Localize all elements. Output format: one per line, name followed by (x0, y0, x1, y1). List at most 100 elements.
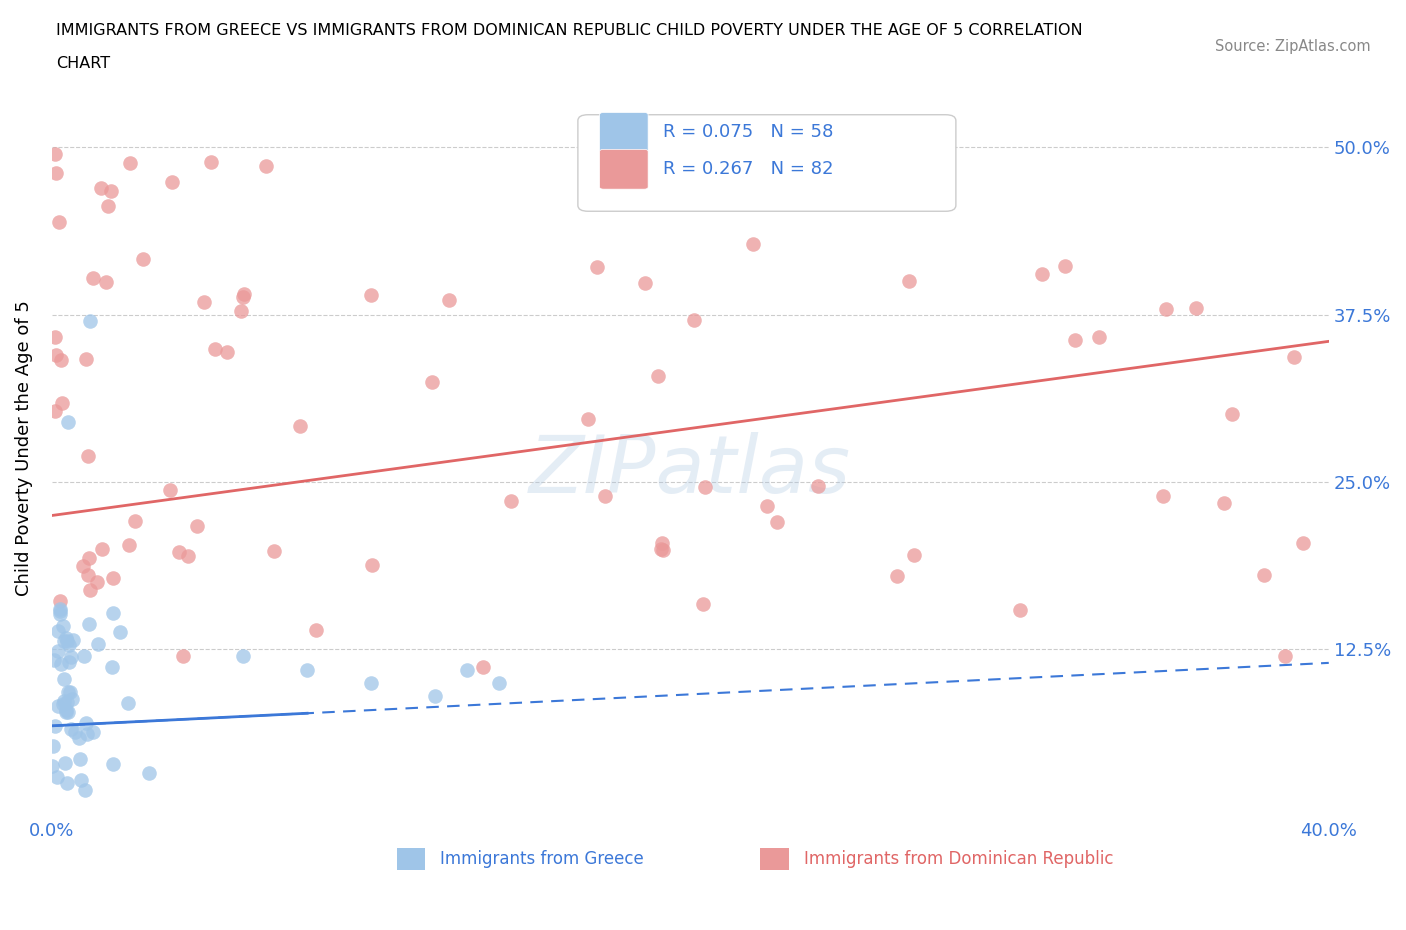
Point (1053, 259, 1076, 273)
Point (118, 155, 141, 170)
Point (48, 644, 70, 658)
Text: IMMIGRANTS FROM GREECE VS IMMIGRANTS FROM DOMINICAN REPUBLIC CHILD POVERTY UNDER: IMMIGRANTS FROM GREECE VS IMMIGRANTS FRO… (56, 23, 1083, 38)
Point (807, 479, 830, 494)
Point (51, 657, 73, 671)
Point (1282, 350, 1305, 365)
Point (73, 782, 96, 797)
Point (44, 718, 66, 733)
Point (90, 541, 112, 556)
Point (56, 705, 79, 720)
FancyBboxPatch shape (599, 113, 648, 153)
Point (232, 286, 254, 301)
Point (471, 659, 494, 674)
Point (60, 692, 83, 707)
FancyBboxPatch shape (599, 150, 648, 189)
Point (55, 702, 77, 717)
Point (1063, 333, 1085, 348)
Point (420, 375, 443, 390)
Point (44, 329, 66, 344)
Point (77, 551, 100, 565)
Point (69, 773, 91, 788)
Point (86, 575, 108, 590)
Point (898, 273, 921, 288)
Point (90, 180, 112, 195)
Text: R = 0.075   N = 58: R = 0.075 N = 58 (664, 124, 834, 141)
Point (576, 412, 599, 427)
Text: Source: ZipAtlas.com: Source: ZipAtlas.com (1215, 39, 1371, 54)
Point (1253, 567, 1275, 582)
Point (108, 625, 131, 640)
Point (159, 483, 181, 498)
Point (172, 648, 194, 663)
Point (254, 158, 277, 173)
Point (886, 568, 908, 583)
Point (44, 147, 66, 162)
Point (55, 705, 77, 720)
Point (101, 605, 124, 620)
Point (48, 215, 70, 230)
Text: ZIPatlas: ZIPatlas (529, 432, 851, 510)
Point (52, 618, 75, 633)
Point (288, 418, 311, 433)
Point (138, 765, 160, 780)
Point (593, 489, 616, 504)
Point (131, 252, 153, 267)
Point (1292, 536, 1315, 551)
Point (101, 570, 124, 585)
Point (49, 602, 72, 617)
Point (59, 722, 82, 737)
Point (48, 604, 70, 618)
Point (58, 637, 80, 652)
Point (52, 694, 75, 709)
Y-axis label: Child Poverty Under the Age of 5: Child Poverty Under the Age of 5 (15, 300, 32, 596)
Point (77, 449, 100, 464)
Point (232, 649, 254, 664)
Point (76, 726, 98, 741)
Point (232, 289, 254, 304)
Point (56, 633, 79, 648)
Point (1220, 407, 1243, 422)
Point (45, 770, 67, 785)
Text: CHART: CHART (56, 56, 110, 71)
Point (73, 648, 96, 663)
Point (903, 548, 925, 563)
Point (692, 597, 714, 612)
Point (58, 684, 80, 699)
Point (53, 755, 76, 770)
Point (204, 342, 226, 357)
Point (1185, 300, 1208, 315)
Point (1010, 603, 1032, 618)
Point (1087, 329, 1109, 344)
Point (651, 536, 673, 551)
Point (67, 731, 90, 746)
Point (62, 632, 84, 647)
Point (72, 559, 94, 574)
Point (488, 675, 510, 690)
Point (100, 184, 122, 199)
Point (44, 404, 66, 418)
Bar (761, 848, 789, 870)
Point (439, 293, 461, 308)
Point (215, 344, 238, 359)
Point (755, 498, 778, 513)
Text: Immigrants from Dominican Republic: Immigrants from Dominican Republic (804, 850, 1114, 868)
Point (45, 348, 67, 363)
Point (177, 548, 200, 563)
Point (82, 270, 104, 285)
Point (58, 684, 80, 699)
Text: Immigrants from Greece: Immigrants from Greece (440, 850, 644, 868)
Point (52, 697, 75, 711)
Point (49, 352, 72, 367)
Point (360, 287, 382, 302)
Point (42, 652, 65, 667)
Point (765, 514, 787, 529)
Point (87, 637, 110, 652)
Point (63, 724, 86, 739)
Point (167, 545, 190, 560)
Point (49, 606, 72, 621)
Point (45, 166, 67, 180)
Point (160, 174, 183, 189)
Point (53, 671, 76, 686)
Point (423, 689, 446, 704)
Point (117, 696, 139, 711)
